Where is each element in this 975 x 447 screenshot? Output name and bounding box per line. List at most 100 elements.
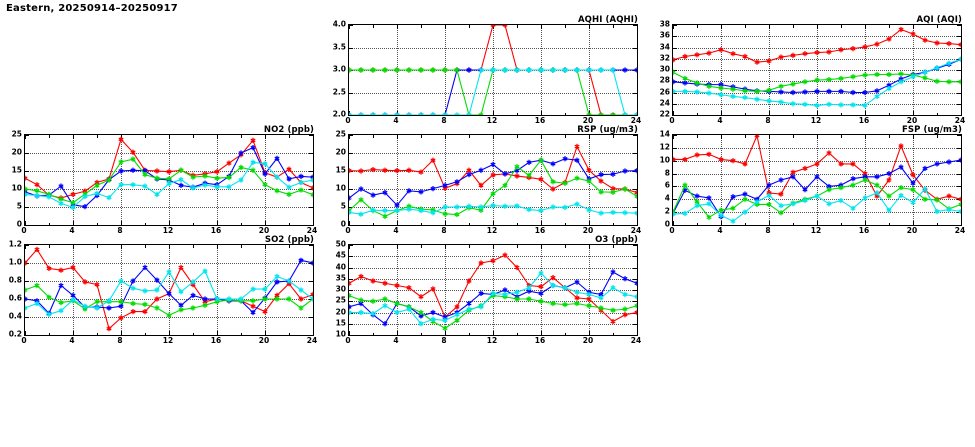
x-tick-mark (673, 111, 674, 115)
x-axis-tick-label: 20 (906, 226, 918, 235)
y-axis-tick-label: 6 (664, 180, 670, 190)
x-tick-mark (49, 332, 50, 335)
x-axis-tick-label: 4 (717, 116, 723, 125)
x-tick-mark (193, 135, 194, 138)
x-tick-mark (73, 221, 74, 225)
x-tick-mark (169, 245, 170, 249)
x-tick-mark (241, 135, 242, 138)
y-tick-mark (673, 173, 677, 175)
x-tick-mark (145, 332, 146, 335)
y-axis-tick-label: 24 (659, 98, 670, 108)
y-tick-mark (349, 290, 353, 291)
x-axis-tick-label: 24 (954, 226, 966, 235)
panel-title-so2: SO2 (ppb) (264, 235, 314, 245)
x-tick-mark (493, 221, 494, 225)
x-tick-mark (745, 112, 746, 115)
x-tick-mark (217, 245, 218, 249)
x-tick-mark (769, 111, 770, 115)
gridline-vertical (817, 25, 818, 115)
series-day2 (25, 257, 313, 316)
x-tick-mark (697, 112, 698, 115)
x-tick-mark (913, 25, 914, 29)
x-axis-tick-label: 24 (630, 336, 642, 345)
x-tick-mark (637, 111, 638, 115)
y-axis-tick-label: 10 (11, 183, 22, 193)
y-tick-mark (673, 135, 677, 136)
x-tick-mark (817, 135, 818, 139)
y-tick-mark (957, 186, 961, 188)
x-tick-mark (73, 331, 74, 335)
x-tick-mark (565, 25, 566, 28)
x-tick-mark (217, 135, 218, 139)
x-tick-mark (817, 221, 818, 225)
x-tick-mark (913, 135, 914, 139)
series-markers (25, 268, 313, 317)
x-tick-mark (469, 222, 470, 225)
plot-area-o3 (348, 244, 638, 336)
x-tick-mark (469, 135, 470, 138)
x-axis-tick-label: 16 (858, 116, 870, 125)
y-axis-tick-label: 0.6 (8, 293, 22, 303)
x-tick-mark (73, 135, 74, 139)
x-tick-mark (697, 222, 698, 225)
x-tick-mark (445, 135, 446, 139)
y-tick-mark (673, 36, 677, 38)
gridline-vertical (121, 245, 122, 335)
x-tick-mark (541, 25, 542, 29)
x-tick-mark (697, 25, 698, 28)
y-axis-tick-label: 10 (659, 155, 670, 165)
panel-aqi: AQI (AQI) 22 24 26 28 30 32 34 36 38 0 4 8 12 16 20 24 (660, 15, 966, 125)
series-day1 (349, 252, 637, 325)
x-tick-mark (565, 135, 566, 138)
y-tick-mark (957, 103, 961, 105)
x-axis-tick-label: 4 (393, 116, 399, 125)
x-tick-mark (25, 331, 26, 335)
x-tick-mark (493, 245, 494, 249)
y-tick-mark (957, 147, 961, 149)
gridline-vertical (913, 135, 914, 225)
plot-area-so2 (24, 244, 314, 336)
x-tick-mark (913, 111, 914, 115)
x-tick-mark (349, 245, 350, 249)
x-axis-tick-label: 8 (441, 226, 447, 235)
gridline-vertical (169, 245, 170, 335)
series-day3 (25, 156, 313, 206)
gridline-vertical (493, 135, 494, 225)
chart-series-layer (25, 136, 313, 210)
series-day1 (673, 26, 961, 65)
x-tick-mark (289, 332, 290, 335)
series-day4 (349, 201, 637, 217)
series-markers (673, 157, 961, 220)
x-tick-mark (889, 135, 890, 138)
x-tick-mark (217, 331, 218, 335)
y-axis-tick-label: 4.0 (332, 19, 346, 29)
chart-series-layer (349, 143, 637, 219)
series-markers (349, 143, 637, 196)
y-tick-mark (673, 103, 677, 105)
series-line (25, 284, 313, 316)
x-axis-tick-label: 4 (393, 336, 399, 345)
series-markers (25, 257, 313, 316)
x-tick-mark (493, 135, 494, 139)
gridline-vertical (217, 245, 218, 335)
x-tick-mark (541, 245, 542, 249)
y-tick-mark (673, 186, 677, 188)
x-tick-mark (637, 135, 638, 139)
y-tick-mark (25, 245, 29, 246)
y-tick-mark (349, 267, 353, 269)
gridline-vertical (73, 245, 74, 335)
y-tick-mark (309, 317, 313, 318)
x-tick-mark (25, 245, 26, 249)
x-tick-mark (121, 245, 122, 249)
y-tick-mark (349, 153, 353, 154)
x-tick-mark (817, 111, 818, 115)
y-tick-mark (633, 301, 637, 303)
x-tick-mark (313, 221, 314, 225)
x-axis-tick-label: 4 (393, 226, 399, 235)
x-tick-mark (373, 135, 374, 138)
x-tick-mark (445, 331, 446, 335)
y-axis-tick-label: 0.2 (8, 329, 22, 339)
series-markers (25, 282, 313, 318)
x-axis-tick-label: 0 (669, 226, 675, 235)
x-tick-mark (937, 222, 938, 225)
